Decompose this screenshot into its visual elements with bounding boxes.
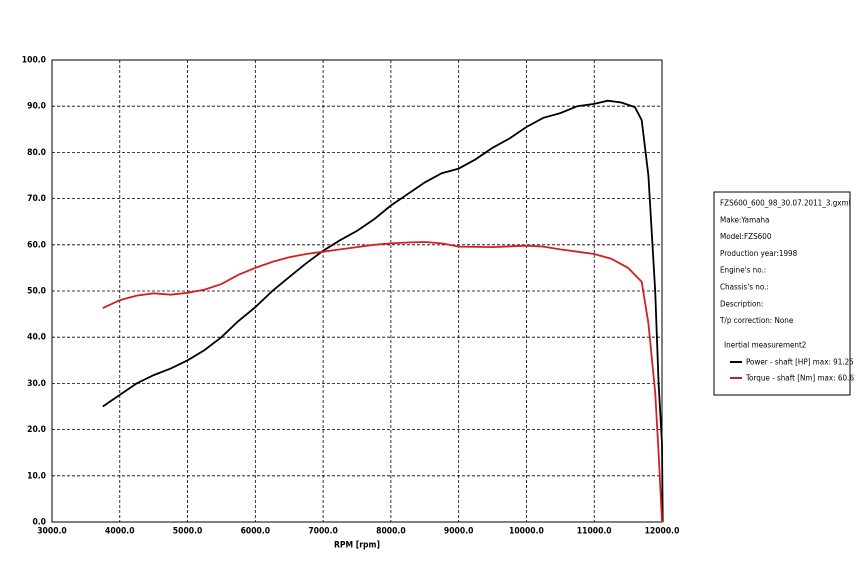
legend-entry: Power - shaft [HP] max: 91.25 xyxy=(746,358,854,367)
x-tick-label: 9000.0 xyxy=(444,527,474,537)
legend-info: Chassis's no.: xyxy=(720,283,769,292)
x-tick-label: 5000.0 xyxy=(173,527,203,537)
y-tick-label: 80.0 xyxy=(27,148,46,158)
x-tick-label: 4000.0 xyxy=(105,527,135,537)
x-tick-label: 11000.0 xyxy=(577,527,612,537)
y-tick-label: 20.0 xyxy=(27,425,46,435)
legend-entry: Torque - shaft [Nm] max: 60.63 xyxy=(745,374,855,383)
y-tick-label: 60.0 xyxy=(27,240,46,250)
series-line xyxy=(102,99,664,523)
legend-info: Engine's no.: xyxy=(720,266,766,275)
legend-info: Make:Yamaha xyxy=(720,215,769,224)
x-tick-label: 12000.0 xyxy=(645,527,680,537)
y-tick-label: 90.0 xyxy=(27,102,46,112)
x-axis-label: RPM [rpm] xyxy=(334,541,380,551)
x-tick-label: 8000.0 xyxy=(376,527,406,537)
y-tick-label: 30.0 xyxy=(27,379,46,389)
legend-info: Model:FZS600 xyxy=(720,232,772,241)
y-tick-label: 50.0 xyxy=(27,287,46,297)
legend-info: Description: xyxy=(720,299,763,308)
y-tick-label: 70.0 xyxy=(27,194,46,204)
y-tick-label: 0.0 xyxy=(32,518,46,528)
lines xyxy=(102,99,664,523)
y-tick-label: 40.0 xyxy=(27,333,46,343)
legend-info: Production year:1998 xyxy=(720,249,798,258)
y-tick-label: 10.0 xyxy=(27,471,46,481)
legend-info: T/p correction: None xyxy=(719,316,794,325)
series-line xyxy=(102,241,663,523)
legend-group: Inertial measurement2 xyxy=(724,341,806,350)
plot-frame xyxy=(51,59,663,523)
legend: FZS600_600_98_30.07.2011_3.gxml Make:Yama… xyxy=(713,191,855,396)
y-tick-label: 100.0 xyxy=(22,56,46,66)
x-tick-label: 10000.0 xyxy=(509,527,544,537)
x-tick-label: 6000.0 xyxy=(241,527,271,537)
legend-info: FZS600_600_98_30.07.2011_3.gxml xyxy=(720,199,851,208)
x-tick-label: 7000.0 xyxy=(308,527,338,537)
x-tick-label: 3000.0 xyxy=(37,527,67,537)
